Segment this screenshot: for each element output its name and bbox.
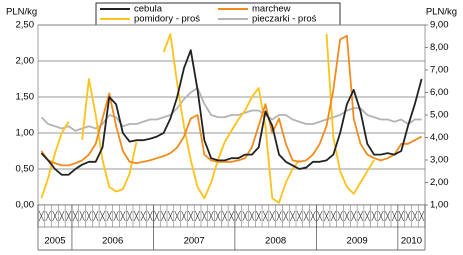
y2-tick-label: 1,00 (430, 200, 449, 211)
y2-tick-label: 9,00 (430, 20, 449, 31)
x-tick-mark (99, 210, 106, 222)
series-line (40, 49, 423, 176)
x-tick-mark (418, 210, 425, 222)
y-tick-label: 0,00 (16, 200, 35, 211)
legend-label: cebula (134, 4, 163, 15)
x-tick-mark (398, 210, 404, 222)
y2-tick-label: 7,00 (430, 65, 449, 76)
x-tick-mark (228, 210, 235, 222)
x-tick-mark (208, 210, 214, 222)
y-tick-label: 2,50 (16, 20, 35, 31)
y2-tick-label: 2,00 (430, 177, 449, 188)
x-tick-mark (140, 210, 146, 222)
x-tick-mark (65, 210, 72, 222)
x-tick-mark (120, 210, 126, 222)
x-tick-mark (147, 210, 153, 222)
x-tick-mark (201, 210, 208, 222)
x-tick-mark (317, 210, 323, 222)
x-tick-mark (351, 210, 357, 222)
x-tick-mark (242, 210, 248, 222)
x-tick-mark (276, 210, 282, 222)
x-tick-mark (323, 210, 330, 222)
series-line (40, 34, 423, 167)
x-tick-mark (38, 210, 45, 222)
x-tick-mark (378, 210, 384, 222)
year-label: 2010 (401, 236, 422, 247)
x-tick-mark (154, 210, 160, 222)
x-tick-mark (72, 210, 79, 222)
x-tick-mark (262, 210, 269, 222)
x-tick-mark (303, 210, 309, 222)
y2-axis-label: PLN/kg (426, 7, 457, 18)
x-tick-mark (86, 210, 92, 222)
x-tick-mark (45, 210, 51, 222)
x-tick-mark (133, 210, 140, 222)
year-label: 2007 (184, 236, 205, 247)
x-tick-mark (384, 210, 391, 222)
x-tick-mark (126, 210, 133, 222)
series-line (40, 87, 422, 132)
x-tick-mark (255, 210, 262, 222)
legend-label: pieczarki - proś (252, 14, 317, 25)
y2-tick-label: 4,00 (430, 132, 449, 143)
x-tick-mark (412, 210, 418, 222)
x-tick-mark (357, 210, 364, 222)
x-tick-mark (296, 210, 303, 222)
x-tick-mark (249, 210, 255, 222)
year-label: 2005 (44, 236, 65, 247)
y2-tick-label: 3,00 (430, 155, 449, 166)
year-label: 2006 (102, 236, 123, 247)
x-tick-mark (337, 210, 343, 222)
x-tick-mark (222, 210, 228, 222)
x-tick-mark (405, 210, 411, 222)
x-tick-mark (188, 210, 194, 222)
y-tick-label: 0,50 (16, 164, 35, 175)
y2-tick-label: 5,00 (430, 110, 449, 121)
x-tick-mark (113, 210, 119, 222)
y2-tick-label: 6,00 (430, 87, 449, 98)
x-tick-mark (310, 210, 316, 222)
year-label: 2009 (347, 236, 368, 247)
y-tick-label: 1,00 (16, 128, 35, 139)
y-tick-label: 2,00 (16, 56, 35, 67)
x-tick-mark (371, 210, 377, 222)
x-tick-mark (391, 210, 398, 222)
y-tick-label: 1,50 (16, 92, 35, 103)
x-tick-mark (194, 210, 201, 222)
x-tick-mark (174, 210, 180, 222)
series-line (40, 33, 375, 204)
x-tick-mark (52, 210, 58, 222)
x-tick-mark (106, 210, 112, 222)
x-tick-mark (93, 210, 99, 222)
x-tick-mark (364, 210, 370, 222)
x-tick-mark (330, 210, 337, 222)
x-tick-mark (160, 210, 167, 222)
legend-label: marchew (252, 4, 291, 15)
x-tick-mark (289, 210, 296, 222)
x-tick-mark (215, 210, 221, 222)
x-tick-mark (235, 210, 241, 222)
x-tick-mark (181, 210, 187, 222)
x-tick-mark (283, 210, 289, 222)
x-tick-mark (59, 210, 65, 222)
y-axis-label: PLN/kg (6, 7, 37, 18)
legend-label: pomidory - proś (134, 14, 200, 25)
y2-tick-label: 8,00 (430, 42, 449, 53)
x-tick-mark (269, 210, 275, 222)
x-tick-mark (167, 210, 174, 222)
year-label: 2008 (265, 236, 286, 247)
x-tick-mark (344, 210, 350, 222)
x-tick-mark (79, 210, 85, 222)
